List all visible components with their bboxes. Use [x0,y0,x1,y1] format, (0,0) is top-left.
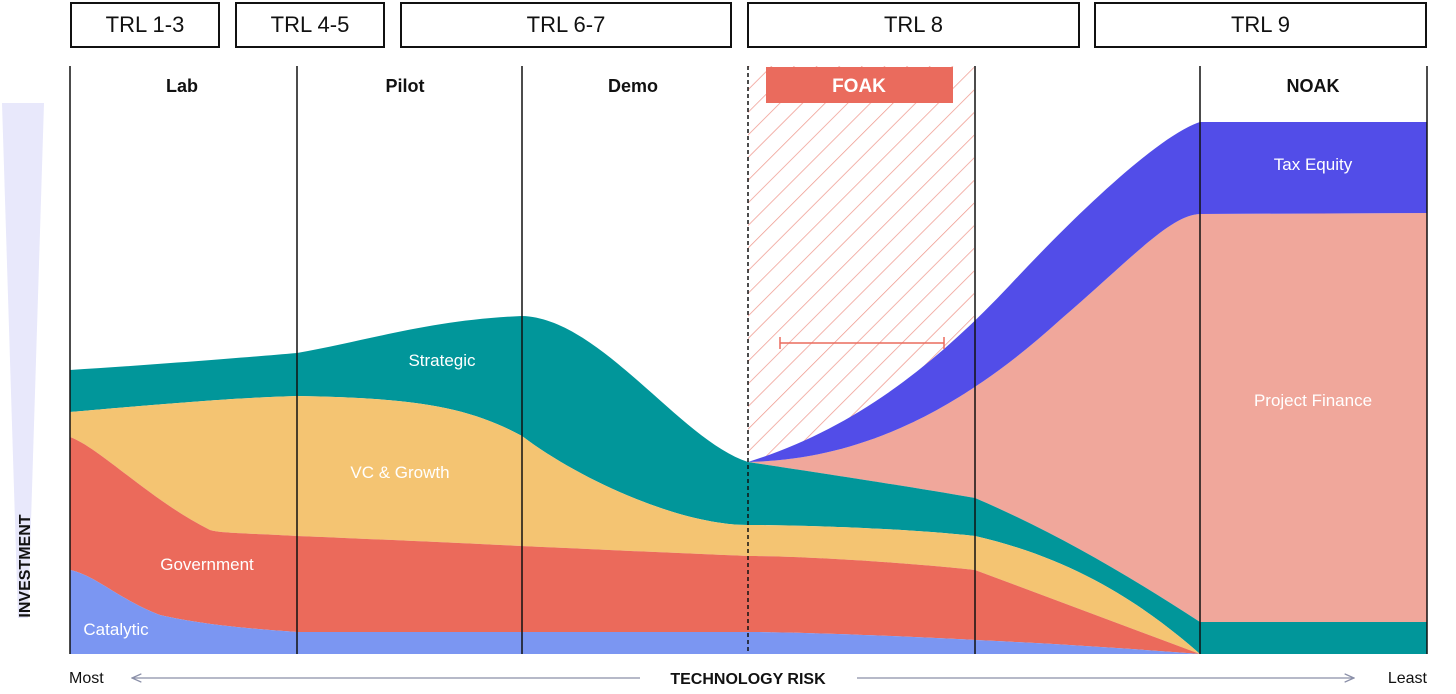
catalytic-area [70,570,1200,654]
vc-growth-area [70,396,1200,654]
tax-equity-area [748,122,1427,462]
strategic-area [70,316,1427,654]
stage-label-demo: Demo [608,76,658,96]
layer-label-project-finance: Project Finance [1254,391,1372,410]
layer-label-catalytic: Catalytic [83,620,149,639]
x-axis-least-label: Least [1388,670,1428,687]
layer-label-vc-growth: VC & Growth [350,463,449,482]
layer-label-tax-equity: Tax Equity [1274,155,1353,174]
x-axis-title: TECHNOLOGY RISK [670,671,826,688]
trl-8-box: TRL 8 [747,2,1080,48]
project-finance-area [748,213,1427,622]
layer-label-government: Government [160,555,254,574]
investment-wedge [2,103,44,618]
trl-9-box: TRL 9 [1094,2,1427,48]
stage-label-pilot: Pilot [386,76,425,96]
trl-4-5-box: TRL 4-5 [235,2,385,48]
government-area [70,437,1200,654]
trl-1-3-box: TRL 1-3 [70,2,220,48]
layer-label-strategic: Strategic [408,351,476,370]
trl-6-7-box: TRL 6-7 [400,2,732,48]
x-axis-most-label: Most [69,670,104,687]
y-axis-label: INVESTMENT [17,514,34,617]
stage-label-lab: Lab [166,76,198,96]
foak-banner [766,67,953,103]
stage-label-noak: NOAK [1287,76,1340,96]
stage-label-foak: FOAK [832,76,886,97]
